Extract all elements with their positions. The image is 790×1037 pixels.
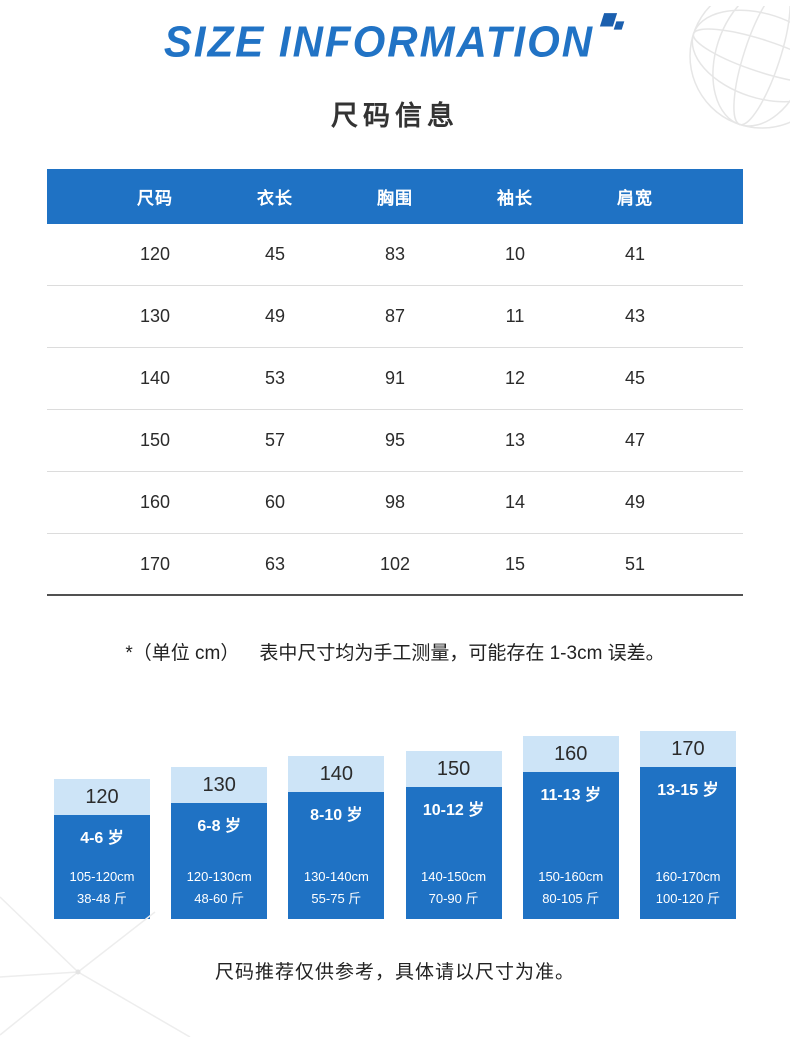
weight-range-label: 100-120 斤 <box>655 890 721 906</box>
height-range-label: 150-160cm <box>538 869 604 885</box>
size-bar-cap: 120 <box>54 779 150 815</box>
table-cell: 53 <box>264 368 286 388</box>
age-range-label: 8-10 岁 <box>310 807 363 824</box>
range-labels: 160-170cm 100-120 斤 <box>655 866 720 909</box>
size-bar-140: 140 8-10 岁 130-140cm 55-75 斤 <box>288 756 385 919</box>
table-cell: 150 <box>139 430 171 450</box>
column-header-length: 衣长 <box>257 189 293 208</box>
height-range-label: 105-120cm <box>69 869 135 885</box>
age-range-label: 11-13 岁 <box>540 787 602 804</box>
size-bar-cap: 140 <box>288 756 385 792</box>
size-recommendation-bars: 120 4-6 岁 105-120cm 38-48 斤 130 6-8 岁 12… <box>54 731 736 919</box>
age-range-label: 13-15 岁 <box>657 782 719 799</box>
size-bar-150: 150 10-12 岁 140-150cm 70-90 斤 <box>405 751 502 919</box>
size-bar-body: 13-15 岁 160-170cm 100-120 斤 <box>639 767 736 919</box>
range-labels: 130-140cm 55-75 斤 <box>304 866 369 909</box>
height-range-label: 120-130cm <box>186 869 252 885</box>
page-title-english: SIZE INFORMATION <box>0 13 790 66</box>
table-cell: 12 <box>504 368 526 388</box>
page-title-english-text: SIZE INFORMATION <box>163 17 595 66</box>
table-cell: 120 <box>139 244 171 264</box>
table-cell: 63 <box>264 553 286 574</box>
column-header-chest: 胸围 <box>377 189 413 208</box>
weight-range-label: 70-90 斤 <box>428 890 479 906</box>
size-bar-body: 6-8 岁 120-130cm 48-60 斤 <box>171 803 268 919</box>
weight-range-label: 48-60 斤 <box>194 890 245 906</box>
table-row: 160 60 98 14 49 <box>47 472 743 534</box>
table-cell: 170 <box>139 553 171 574</box>
size-bar-body: 11-13 岁 150-160cm 80-105 斤 <box>522 772 619 919</box>
table-cell: 14 <box>504 492 526 512</box>
size-bar-160: 160 11-13 岁 150-160cm 80-105 斤 <box>522 736 619 919</box>
table-cell: 15 <box>504 553 526 574</box>
size-bar-cap: 160 <box>522 736 619 772</box>
table-cell: 41 <box>624 244 646 264</box>
size-bar-cap: 170 <box>639 731 736 767</box>
page-title-chinese: 尺码信息 <box>331 101 459 131</box>
range-labels: 150-160cm 80-105 斤 <box>538 866 603 909</box>
range-labels: 120-130cm 48-60 斤 <box>187 866 252 909</box>
size-bar-cap: 130 <box>171 767 268 803</box>
table-cell: 60 <box>264 492 286 512</box>
table-row: 120 45 83 10 41 <box>47 224 743 286</box>
table-cell: 43 <box>624 306 646 326</box>
table-cell: 49 <box>264 306 286 326</box>
height-range-label: 140-150cm <box>421 869 487 885</box>
age-range-label: 4-6 岁 <box>80 830 124 847</box>
table-cell: 140 <box>139 368 171 388</box>
table-cell: 49 <box>624 492 646 512</box>
range-labels: 140-150cm 70-90 斤 <box>421 866 486 909</box>
size-bar-120: 120 4-6 岁 105-120cm 38-48 斤 <box>54 779 150 919</box>
weight-range-label: 55-75 斤 <box>311 890 362 906</box>
table-cell: 130 <box>139 306 171 326</box>
table-cell: 45 <box>264 244 286 264</box>
age-range-label: 6-8 岁 <box>197 818 241 835</box>
table-cell: 95 <box>384 430 406 450</box>
size-bar-body: 10-12 岁 140-150cm 70-90 斤 <box>405 787 502 919</box>
table-cell: 83 <box>384 244 406 264</box>
table-cell: 45 <box>624 368 646 388</box>
height-range-label: 160-170cm <box>655 869 721 885</box>
height-range-label: 130-140cm <box>303 869 369 885</box>
table-cell: 47 <box>624 430 646 450</box>
table-row: 140 53 91 12 45 <box>47 348 743 410</box>
table-cell: 160 <box>139 492 171 512</box>
size-bar-170: 170 13-15 岁 160-170cm 100-120 斤 <box>639 731 736 919</box>
size-bar-body: 4-6 岁 105-120cm 38-48 斤 <box>54 815 150 919</box>
size-bar-130: 130 6-8 岁 120-130cm 48-60 斤 <box>171 767 268 919</box>
table-cell: 57 <box>264 430 286 450</box>
table-cell: 13 <box>504 430 526 450</box>
weight-range-label: 38-48 斤 <box>77 890 127 906</box>
table-cell: 51 <box>624 553 646 574</box>
table-cell: 102 <box>379 553 411 574</box>
column-header-size: 尺码 <box>137 189 173 208</box>
range-labels: 105-120cm 38-48 斤 <box>69 866 134 909</box>
footer-disclaimer: 尺码推荐仅供参考，具体请以尺寸为准。 <box>214 962 575 983</box>
table-row: 150 57 95 13 47 <box>47 410 743 472</box>
size-bar-body: 8-10 岁 130-140cm 55-75 斤 <box>288 792 385 919</box>
measurement-note: *（单位 cm） 表中尺寸均为手工测量，可能存在 1-3cm 误差。 <box>0 638 790 665</box>
unit-label: *（单位 cm） <box>125 643 240 664</box>
table-cell: 87 <box>384 306 406 326</box>
table-cell: 11 <box>505 306 525 326</box>
weight-range-label: 80-105 斤 <box>542 890 600 906</box>
column-header-sleeve: 袖长 <box>497 189 533 208</box>
table-cell: 91 <box>384 368 406 388</box>
flag-decoration-icon <box>599 13 626 36</box>
age-range-label: 10-12 岁 <box>422 802 485 819</box>
table-cell: 10 <box>504 244 526 264</box>
size-table-header-row: 尺码 衣长 胸围 袖长 肩宽 <box>47 169 743 224</box>
measurement-note-text: 表中尺寸均为手工测量，可能存在 1-3cm 误差。 <box>259 643 665 664</box>
table-row: 130 49 87 11 43 <box>47 286 743 348</box>
size-table: 尺码 衣长 胸围 袖长 肩宽 120 45 83 10 41 130 49 87… <box>47 169 743 596</box>
size-bar-cap: 150 <box>405 751 502 787</box>
table-cell: 98 <box>384 492 406 512</box>
column-header-shoulder: 肩宽 <box>617 189 653 208</box>
table-row: 170 63 102 15 51 <box>47 534 743 596</box>
